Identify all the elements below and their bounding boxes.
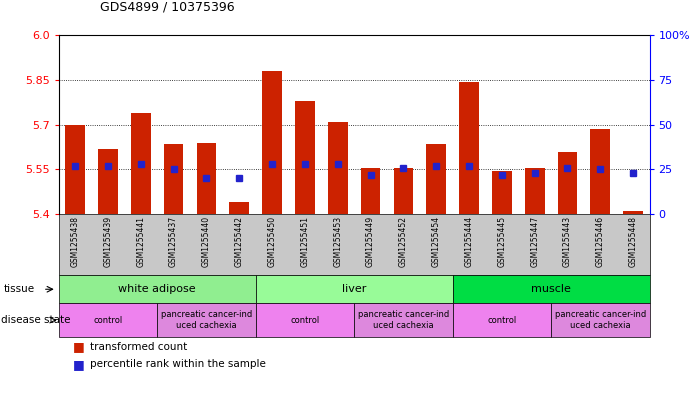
Bar xyxy=(361,168,380,214)
Bar xyxy=(623,211,643,214)
Bar xyxy=(262,71,282,214)
Text: GSM1255448: GSM1255448 xyxy=(629,216,638,267)
Text: GSM1255447: GSM1255447 xyxy=(530,216,539,267)
Bar xyxy=(426,144,446,214)
Bar xyxy=(524,168,545,214)
Text: GDS4899 / 10375396: GDS4899 / 10375396 xyxy=(100,1,235,14)
Text: GSM1255454: GSM1255454 xyxy=(432,216,441,267)
Text: GSM1255440: GSM1255440 xyxy=(202,216,211,267)
Text: pancreatic cancer-ind
uced cachexia: pancreatic cancer-ind uced cachexia xyxy=(358,310,449,330)
Text: pancreatic cancer-ind
uced cachexia: pancreatic cancer-ind uced cachexia xyxy=(161,310,252,330)
Text: GSM1255442: GSM1255442 xyxy=(235,216,244,267)
Bar xyxy=(164,144,183,214)
Bar xyxy=(196,143,216,214)
Text: GSM1255443: GSM1255443 xyxy=(563,216,572,267)
Bar xyxy=(590,129,610,214)
Text: GSM1255438: GSM1255438 xyxy=(70,216,79,267)
Text: percentile rank within the sample: percentile rank within the sample xyxy=(90,359,266,369)
Text: GSM1255453: GSM1255453 xyxy=(333,216,342,267)
Text: ■: ■ xyxy=(73,358,84,371)
Bar xyxy=(328,122,348,214)
Text: GSM1255439: GSM1255439 xyxy=(104,216,113,267)
Text: GSM1255441: GSM1255441 xyxy=(136,216,145,267)
Text: white adipose: white adipose xyxy=(118,284,196,294)
Bar xyxy=(558,152,577,214)
Text: muscle: muscle xyxy=(531,284,571,294)
Text: GSM1255444: GSM1255444 xyxy=(464,216,473,267)
Text: control: control xyxy=(290,316,319,325)
Text: control: control xyxy=(487,316,516,325)
Text: GSM1255449: GSM1255449 xyxy=(366,216,375,267)
Text: liver: liver xyxy=(342,284,366,294)
Text: GSM1255445: GSM1255445 xyxy=(498,216,507,267)
Text: GSM1255450: GSM1255450 xyxy=(267,216,276,267)
Bar xyxy=(459,82,479,214)
Bar xyxy=(393,168,413,214)
Text: disease state: disease state xyxy=(1,315,71,325)
Text: transformed count: transformed count xyxy=(90,342,187,352)
Text: pancreatic cancer-ind
uced cachexia: pancreatic cancer-ind uced cachexia xyxy=(555,310,646,330)
Text: GSM1255437: GSM1255437 xyxy=(169,216,178,267)
Text: GSM1255451: GSM1255451 xyxy=(301,216,310,267)
Text: GSM1255446: GSM1255446 xyxy=(596,216,605,267)
Bar xyxy=(229,202,249,214)
Text: tissue: tissue xyxy=(3,284,35,294)
Bar xyxy=(98,149,117,214)
Text: control: control xyxy=(93,316,122,325)
Text: GSM1255452: GSM1255452 xyxy=(399,216,408,267)
Bar xyxy=(65,125,85,214)
Bar xyxy=(131,113,151,214)
Text: ■: ■ xyxy=(73,340,84,353)
Bar xyxy=(295,101,314,214)
Bar xyxy=(492,171,511,214)
